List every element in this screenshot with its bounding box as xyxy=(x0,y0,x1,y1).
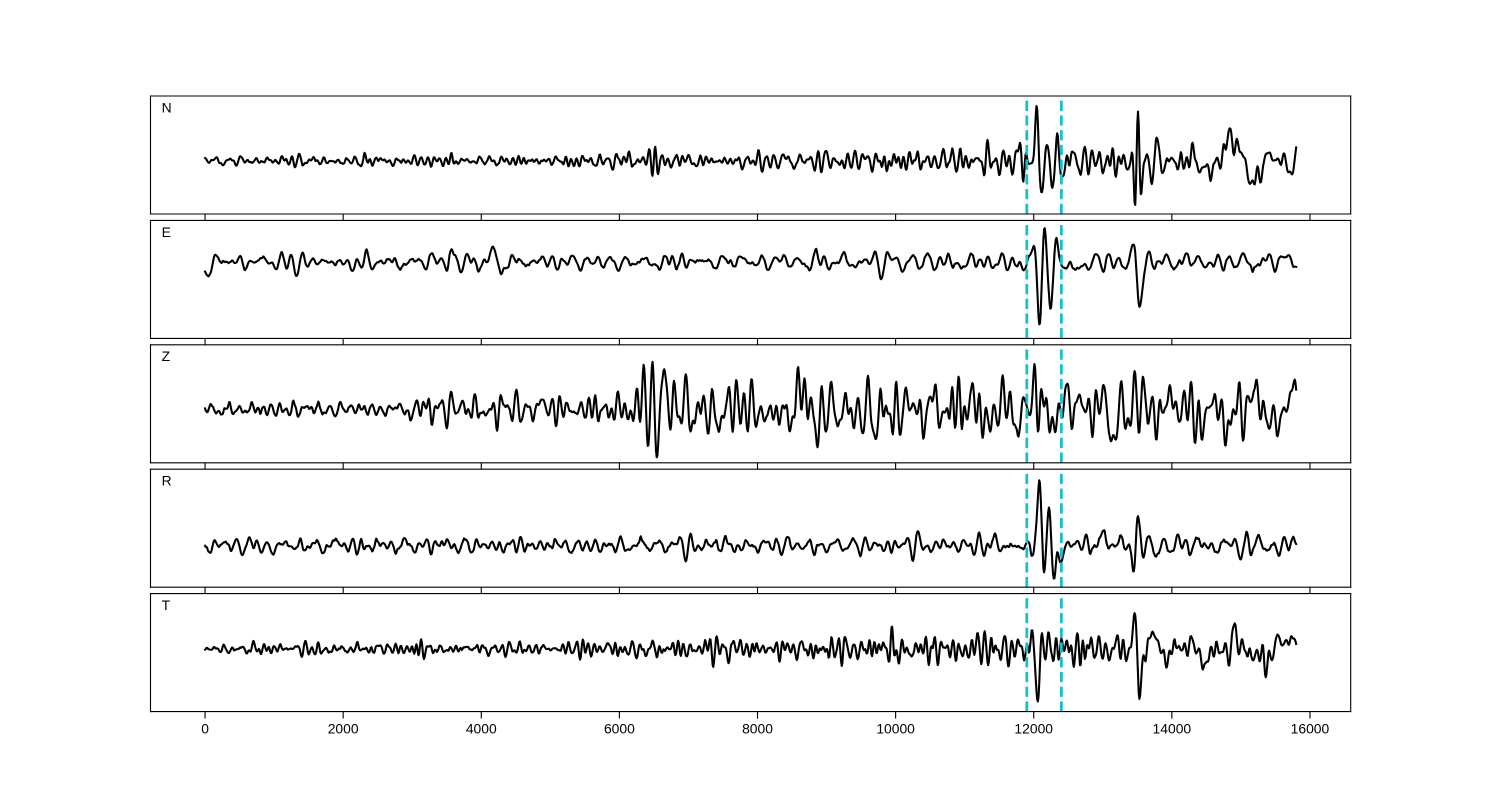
svg-text:10000: 10000 xyxy=(876,720,915,736)
svg-text:6000: 6000 xyxy=(604,720,635,736)
svg-text:T: T xyxy=(162,597,171,613)
svg-text:12000: 12000 xyxy=(1014,720,1053,736)
svg-text:0: 0 xyxy=(201,720,209,736)
svg-text:E: E xyxy=(162,224,171,240)
svg-text:N: N xyxy=(162,99,172,115)
svg-text:R: R xyxy=(162,473,172,489)
svg-text:Z: Z xyxy=(162,348,171,364)
svg-text:16000: 16000 xyxy=(1291,720,1330,736)
svg-text:8000: 8000 xyxy=(742,720,773,736)
svg-text:14000: 14000 xyxy=(1153,720,1192,736)
svg-text:4000: 4000 xyxy=(466,720,497,736)
svg-text:2000: 2000 xyxy=(328,720,359,736)
